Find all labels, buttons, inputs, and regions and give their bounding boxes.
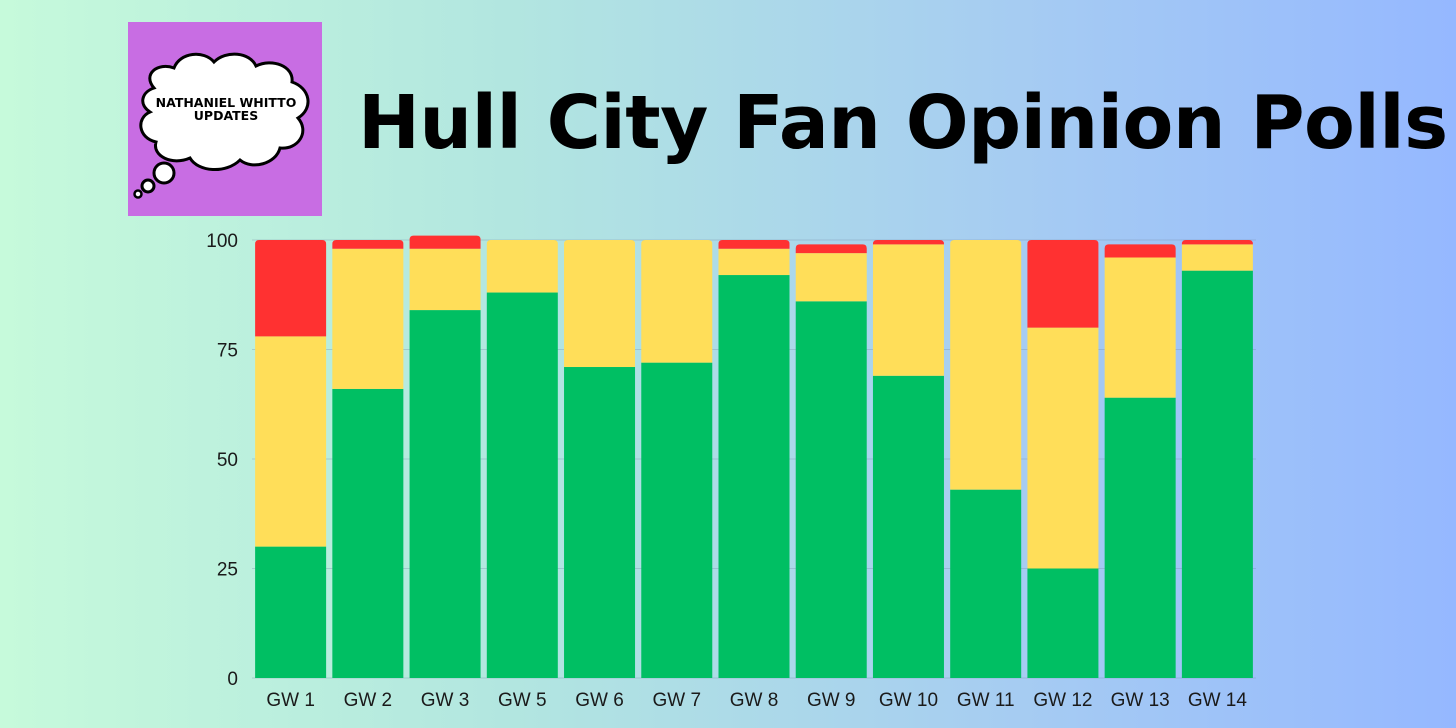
logo-line-1: NATHANIEL WHITTO bbox=[155, 95, 297, 110]
x-tick-label: GW 11 bbox=[957, 690, 1015, 711]
bar-segment bbox=[332, 240, 404, 249]
page-title: Hull City Fan Opinion Polls bbox=[358, 80, 1448, 166]
x-tick-label: GW 13 bbox=[1111, 690, 1170, 711]
y-tick-label: 50 bbox=[217, 450, 238, 471]
y-tick-label: 75 bbox=[217, 341, 238, 362]
bar-segment bbox=[872, 240, 944, 245]
y-tick-label: 100 bbox=[206, 231, 238, 252]
bar-segment bbox=[1181, 270, 1253, 678]
bar-segment bbox=[795, 253, 867, 302]
x-tick-label: GW 6 bbox=[575, 690, 624, 711]
logo-line-2: UPDATES bbox=[193, 108, 259, 123]
bar-segment bbox=[409, 248, 481, 311]
bar-segment bbox=[255, 546, 327, 678]
bar-segment bbox=[409, 310, 481, 678]
bar-segment bbox=[1027, 240, 1099, 328]
bar-segment bbox=[641, 240, 713, 363]
bar-segment bbox=[718, 275, 790, 678]
bar-segment bbox=[332, 388, 404, 678]
bar-segment bbox=[795, 301, 867, 678]
x-tick-label: GW 8 bbox=[730, 690, 779, 711]
x-tick-label: GW 14 bbox=[1188, 690, 1248, 711]
bar-segment bbox=[718, 240, 790, 249]
bar-segment bbox=[332, 248, 404, 389]
x-tick-label: GW 3 bbox=[421, 690, 470, 711]
y-tick-label: 25 bbox=[217, 560, 238, 581]
bar-segment bbox=[564, 240, 636, 368]
x-tick-label: GW 5 bbox=[498, 690, 547, 711]
bar-segment bbox=[486, 240, 558, 293]
logo-text: NATHANIEL WHITTO UPDATES bbox=[146, 96, 306, 122]
x-tick-label: GW 1 bbox=[266, 690, 315, 711]
x-tick-label: GW 2 bbox=[344, 690, 393, 711]
bar-segment bbox=[1181, 244, 1253, 271]
bar-segment bbox=[564, 367, 636, 678]
bar-segment bbox=[1027, 568, 1099, 678]
bar-segment bbox=[255, 336, 327, 547]
bar-segment bbox=[409, 235, 481, 249]
bar-segment bbox=[1181, 240, 1253, 245]
bar-segment bbox=[486, 292, 558, 678]
bar-segment bbox=[795, 244, 867, 254]
bar-segment bbox=[872, 244, 944, 376]
bar-segment bbox=[950, 240, 1022, 490]
logo: NATHANIEL WHITTO UPDATES bbox=[128, 22, 322, 216]
x-tick-label: GW 7 bbox=[652, 690, 701, 711]
x-tick-label: GW 12 bbox=[1033, 690, 1092, 711]
y-tick-label: 0 bbox=[227, 669, 238, 690]
bar-segment bbox=[872, 375, 944, 678]
bar-segment bbox=[1027, 327, 1099, 569]
bar-segment bbox=[1104, 244, 1176, 258]
bar-segment bbox=[718, 248, 790, 276]
bar-segment bbox=[950, 489, 1022, 678]
bar-segment bbox=[1104, 397, 1176, 678]
bar-segment bbox=[641, 362, 713, 678]
bar-segment bbox=[255, 240, 327, 337]
bar-segment bbox=[1104, 257, 1176, 398]
x-tick-label: GW 9 bbox=[807, 690, 856, 711]
thought-bubble-icon bbox=[133, 52, 310, 199]
x-tick-label: GW 10 bbox=[879, 690, 938, 711]
